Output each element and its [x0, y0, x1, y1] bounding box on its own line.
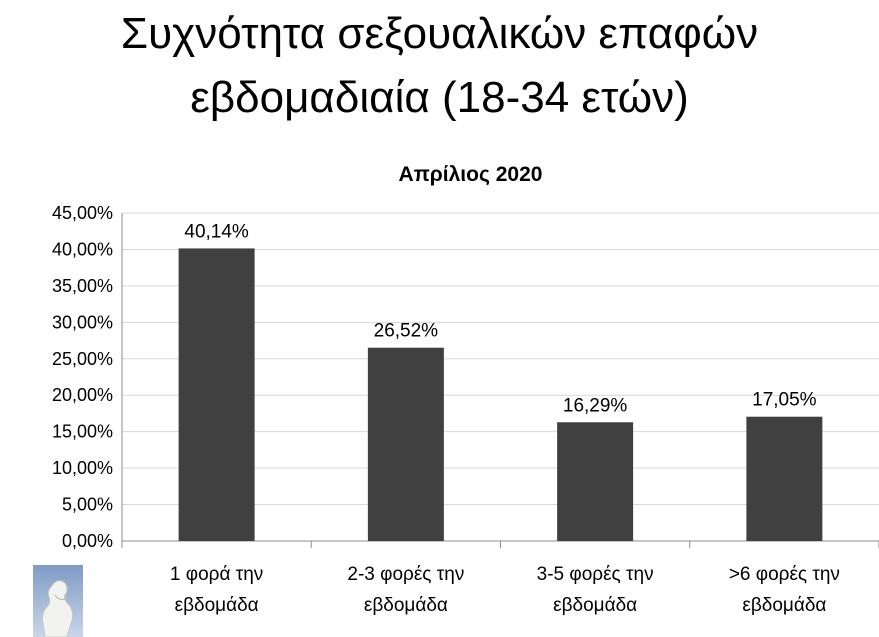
slide-title-line-2: εβδομαδιαία (18-34 ετών)	[190, 73, 689, 122]
thinker-statue-icon	[33, 565, 83, 637]
y-tick-label: 0,00%	[62, 531, 113, 551]
y-tick-label: 20,00%	[52, 385, 113, 405]
y-tick-label: 30,00%	[52, 312, 113, 332]
y-tick-label: 5,00%	[62, 495, 113, 515]
data-label: 17,05%	[752, 390, 817, 411]
slide-title-line-1: Συχνότητα σεξουαλικών επαφών	[120, 9, 759, 58]
x-tick-label: 1 φορά την	[170, 564, 263, 585]
x-tick-label: εβδομάδα	[742, 595, 826, 616]
data-label: 40,14%	[184, 221, 249, 242]
data-label: 26,52%	[374, 321, 439, 342]
chart-title: Απρίλιος 2020	[399, 163, 543, 186]
y-tick-label: 40,00%	[52, 239, 113, 259]
y-tick-label: 15,00%	[52, 422, 113, 442]
y-tick-label: 35,00%	[52, 276, 113, 296]
bar	[367, 347, 444, 541]
x-tick-label: εβδομάδα	[175, 595, 259, 616]
y-tick-label: 45,00%	[52, 203, 113, 223]
bar	[746, 416, 823, 541]
x-tick-label: 2-3 φορές την	[347, 564, 464, 585]
x-tick-label: 3-5 φορές την	[537, 564, 654, 585]
bar	[557, 422, 634, 541]
x-tick-label: εβδομάδα	[364, 595, 448, 616]
y-tick-label: 25,00%	[52, 349, 113, 369]
data-label: 16,29%	[563, 395, 628, 416]
y-tick-label: 10,00%	[52, 458, 113, 478]
x-tick-label: >6 φορές την	[729, 564, 840, 585]
bar	[178, 248, 255, 541]
x-tick-label: εβδομάδα	[553, 595, 637, 616]
slide-title: Συχνότητα σεξουαλικών επαφών εβδομαδιαία…	[0, 2, 879, 130]
